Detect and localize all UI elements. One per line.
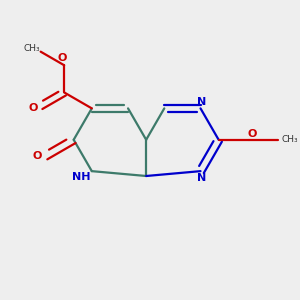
- Text: NH: NH: [71, 172, 90, 182]
- Text: O: O: [33, 151, 42, 161]
- Text: CH₃: CH₃: [23, 44, 40, 53]
- Text: N: N: [197, 173, 207, 183]
- Text: N: N: [197, 97, 207, 107]
- Text: CH₃: CH₃: [281, 135, 298, 144]
- Text: O: O: [58, 53, 67, 63]
- Text: O: O: [247, 129, 257, 139]
- Text: O: O: [28, 103, 38, 112]
